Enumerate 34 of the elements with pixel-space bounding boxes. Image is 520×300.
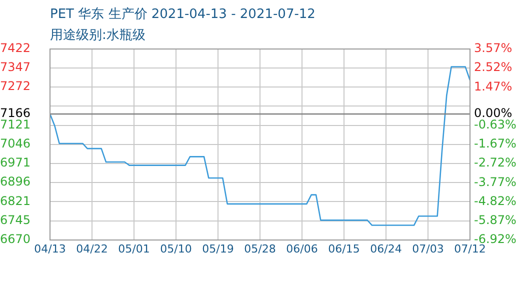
y2-tick-label: -1.67% xyxy=(474,136,516,151)
y-tick-label: 7272 xyxy=(0,79,31,94)
y2-tick-label: 1.47% xyxy=(474,79,512,94)
y-tick-label: 7347 xyxy=(0,60,31,74)
chart-subtitle: 用途级别:水瓶级 xyxy=(50,27,146,44)
x-tick-label: 05/28 xyxy=(244,242,276,256)
y2-tick-label: -0.63% xyxy=(474,118,516,132)
y2-tick-label: 0.00% xyxy=(474,106,512,120)
x-tick-label: 06/24 xyxy=(370,242,402,256)
x-tick-label: 04/22 xyxy=(76,242,108,256)
y-tick-label: 6670 xyxy=(0,232,31,246)
y2-tick-label: 2.52% xyxy=(474,60,512,74)
y2-tick-label: -4.82% xyxy=(474,194,516,208)
chart-title: PET 华东 生产价 2021-04-13 - 2021-07-12 xyxy=(50,6,316,23)
y-tick-label: 7422 xyxy=(0,41,31,56)
x-tick-label: 06/06 xyxy=(286,242,318,256)
y-tick-label: 7046 xyxy=(0,136,31,151)
y2-tick-label: 3.57% xyxy=(474,41,512,56)
x-tick-label: 05/19 xyxy=(202,242,234,256)
x-tick-label: 04/13 xyxy=(34,242,66,256)
x-tick-label: 07/03 xyxy=(412,242,444,256)
x-tick-label: 07/12 xyxy=(454,242,486,256)
y-tick-label: 6896 xyxy=(0,174,31,189)
y-tick-label: 7166 xyxy=(0,106,31,120)
y2-tick-label: -3.77% xyxy=(474,174,516,189)
y-tick-label: 6971 xyxy=(0,156,31,170)
x-tick-label: 05/01 xyxy=(118,242,150,256)
x-tick-label: 05/10 xyxy=(160,242,192,256)
x-tick-label: 06/15 xyxy=(328,242,360,256)
y-tick-label: 6821 xyxy=(0,194,31,208)
y2-tick-label: -5.87% xyxy=(474,213,516,228)
y-tick-label: 7121 xyxy=(0,118,31,132)
y2-tick-label: -2.72% xyxy=(474,156,516,170)
y-tick-label: 6745 xyxy=(0,213,31,228)
